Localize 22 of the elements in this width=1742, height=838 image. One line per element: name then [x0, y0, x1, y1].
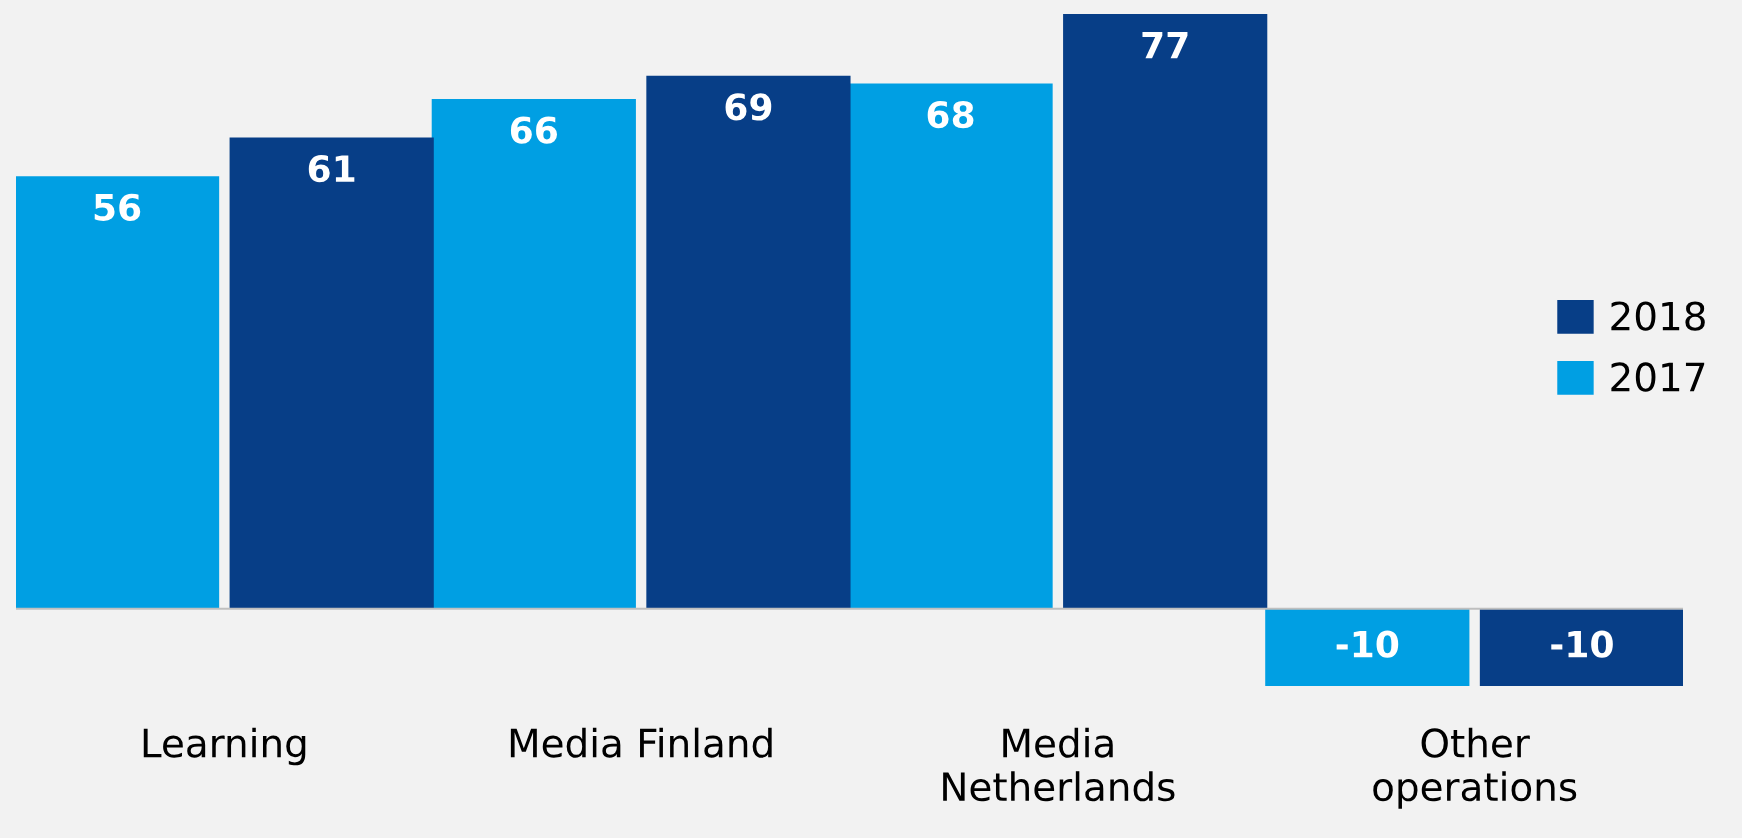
- bar: [1265, 608, 1470, 686]
- legend-label: 2018: [1611, 301, 1705, 331]
- x-tick-label: Media Finland: [510, 727, 772, 758]
- bar: [848, 83, 1053, 609]
- bar: [431, 98, 636, 609]
- bar: [646, 75, 851, 609]
- data-label: -10: [1551, 630, 1613, 658]
- x-tick-label: Other operations: [1373, 727, 1577, 809]
- legend-label: 2017: [1611, 362, 1705, 392]
- bar: [16, 176, 220, 609]
- data-label: -10: [1336, 630, 1399, 658]
- x-tick-label: Learning: [143, 727, 306, 766]
- data-label: 66: [510, 116, 557, 144]
- x-tick-label: Media Netherlands: [943, 727, 1175, 802]
- data-label: 56: [94, 193, 141, 221]
- data-label: 68: [927, 100, 974, 129]
- data-label: 77: [1142, 31, 1188, 59]
- bar: [1063, 14, 1268, 609]
- bar: [229, 137, 434, 609]
- bar: [1479, 608, 1683, 686]
- data-label: 61: [308, 155, 355, 183]
- data-label: 69: [725, 93, 772, 121]
